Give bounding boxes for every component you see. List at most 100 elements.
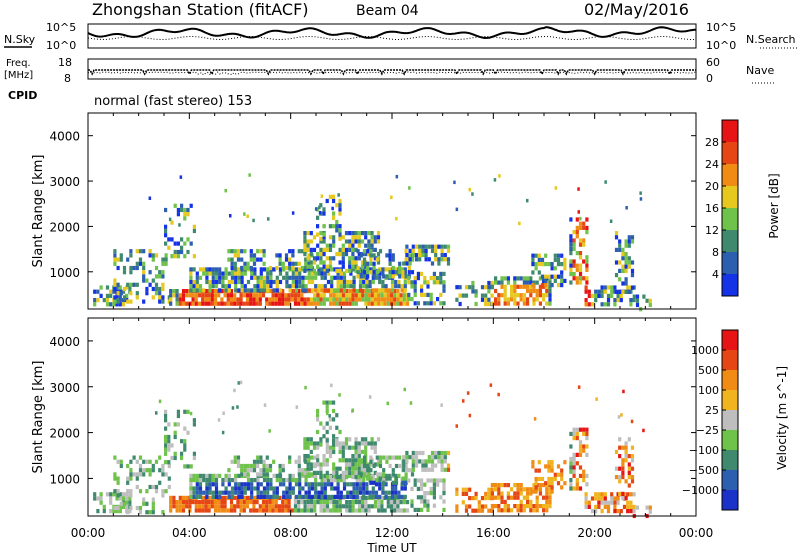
heatmap-cell bbox=[395, 216, 398, 221]
heatmap-cell bbox=[385, 455, 389, 460]
heatmap-cell bbox=[345, 508, 349, 513]
heatmap-cell bbox=[510, 284, 514, 289]
heatmap-cell bbox=[642, 428, 645, 433]
heatmap-cell bbox=[336, 275, 340, 280]
heatmap-cell bbox=[119, 459, 123, 464]
heatmap-cell bbox=[322, 232, 326, 237]
heatmap-cell bbox=[285, 494, 289, 499]
heatmap-cell bbox=[630, 454, 635, 459]
heatmap-cell bbox=[223, 293, 227, 298]
heatmap-cell bbox=[394, 463, 399, 469]
heatmap-cell bbox=[332, 504, 336, 509]
heatmap-cell bbox=[271, 301, 275, 306]
heatmap-cell bbox=[129, 493, 133, 498]
heatmap-cell bbox=[138, 257, 143, 262]
heatmap-cell bbox=[376, 475, 381, 480]
heatmap-cell bbox=[429, 276, 433, 281]
heatmap-cell bbox=[597, 504, 601, 509]
heatmap-cell bbox=[394, 494, 398, 499]
heatmap-cell bbox=[189, 478, 193, 483]
heatmap-cell bbox=[403, 284, 407, 289]
heatmap-cell bbox=[297, 293, 301, 298]
heatmap-cell bbox=[105, 285, 110, 290]
heatmap-cell bbox=[556, 274, 561, 279]
heatmap-cell bbox=[233, 253, 237, 258]
heatmap-cell bbox=[148, 510, 152, 515]
heatmap-cell bbox=[351, 462, 355, 467]
heatmap-cell bbox=[388, 249, 392, 254]
heatmap-cell bbox=[304, 275, 308, 280]
heatmap-cell bbox=[312, 441, 317, 446]
noise-sky-label: N.Sky bbox=[4, 33, 36, 46]
heatmap-cell bbox=[341, 470, 345, 475]
heatmap-cell bbox=[169, 508, 173, 513]
heatmap-cell bbox=[129, 265, 133, 271]
heatmap-cell bbox=[346, 284, 350, 289]
heatmap-cell bbox=[221, 279, 225, 285]
heatmap-cell bbox=[214, 490, 219, 495]
heatmap-cell bbox=[361, 297, 365, 302]
heatmap-cell bbox=[176, 409, 180, 414]
heatmap-cell bbox=[526, 495, 530, 500]
heatmap-cell bbox=[439, 271, 443, 276]
heatmap-cell bbox=[418, 450, 422, 456]
heatmap-cell bbox=[443, 253, 447, 258]
heatmap-cell bbox=[234, 271, 238, 276]
y-tick-label: 1000 bbox=[49, 472, 80, 486]
heatmap-cell bbox=[500, 499, 504, 504]
heatmap-cell bbox=[300, 249, 305, 254]
heatmap-cell bbox=[310, 275, 315, 280]
heatmap-cell bbox=[416, 301, 420, 306]
heatmap-cell bbox=[213, 297, 218, 302]
heatmap-cell bbox=[218, 490, 222, 495]
heatmap-cell bbox=[262, 494, 267, 499]
heatmap-cell bbox=[569, 242, 573, 247]
heatmap-cell bbox=[437, 450, 441, 456]
heatmap-cell bbox=[164, 413, 168, 419]
heatmap-cell bbox=[358, 478, 363, 483]
heatmap-cell bbox=[361, 289, 365, 294]
heatmap-cell bbox=[102, 504, 106, 509]
heatmap-cell bbox=[221, 482, 225, 487]
heatmap-cell bbox=[328, 449, 333, 454]
heatmap-cell bbox=[338, 260, 342, 265]
heatmap-cell bbox=[332, 297, 336, 302]
heatmap-cell bbox=[214, 473, 219, 478]
heatmap-cell bbox=[227, 288, 231, 293]
heatmap-cell bbox=[614, 235, 619, 240]
heatmap-cell bbox=[288, 275, 292, 280]
heatmap-cell bbox=[287, 504, 291, 509]
heatmap-cell bbox=[332, 500, 336, 505]
heatmap-cell bbox=[545, 499, 549, 504]
heatmap-cell bbox=[207, 500, 211, 505]
heatmap-cell bbox=[220, 289, 224, 294]
heatmap-cell bbox=[233, 495, 237, 500]
heatmap-cell bbox=[252, 459, 257, 464]
heatmap-cell bbox=[223, 500, 227, 505]
colorbar-segment bbox=[722, 430, 738, 450]
heatmap-cell bbox=[370, 239, 374, 244]
heatmap-cell bbox=[135, 291, 139, 296]
heatmap-cell bbox=[259, 468, 263, 473]
heatmap-cell bbox=[503, 504, 507, 509]
heatmap-cell bbox=[250, 275, 254, 280]
heatmap-cell bbox=[341, 264, 345, 269]
heatmap-cell bbox=[572, 461, 576, 466]
heatmap-cell bbox=[332, 194, 336, 199]
heatmap-cell bbox=[354, 470, 358, 475]
heatmap-cell bbox=[378, 288, 382, 293]
heatmap-cell bbox=[373, 297, 378, 302]
heatmap-cell bbox=[409, 401, 413, 405]
heatmap-cell bbox=[319, 297, 323, 302]
heatmap-cell bbox=[250, 271, 254, 276]
heatmap-cell bbox=[424, 244, 428, 249]
heatmap-cell bbox=[585, 482, 589, 487]
heatmap-cell bbox=[173, 434, 177, 440]
heatmap-cell bbox=[240, 284, 244, 289]
heatmap-cell bbox=[93, 496, 97, 501]
heatmap-cell bbox=[436, 276, 440, 281]
heatmap-cell bbox=[263, 403, 267, 407]
heatmap-cell bbox=[195, 494, 199, 499]
heatmap-cell bbox=[239, 301, 243, 306]
